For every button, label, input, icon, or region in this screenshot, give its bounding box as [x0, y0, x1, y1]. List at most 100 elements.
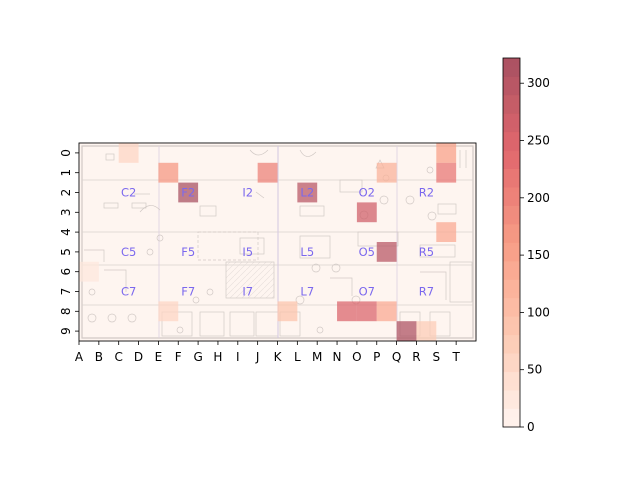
heatmap-cells [79, 143, 476, 341]
x-tick-label-R: R [412, 350, 420, 364]
colorbar-tick-label-250: 250 [527, 134, 550, 148]
x-tick-label-C: C [115, 350, 123, 364]
room-label-R5: R5 [419, 245, 434, 259]
y-tick-label-9: 9 [59, 327, 73, 335]
heatmap-cell-S4 [436, 222, 457, 242]
room-label-I7: I7 [242, 285, 253, 299]
x-tick-label-E: E [155, 350, 163, 364]
room-label-C7: C7 [121, 285, 136, 299]
colorbar-tick-label-150: 150 [527, 248, 550, 262]
heatmap-cell-P5 [376, 242, 397, 262]
colorbar-step [503, 242, 520, 262]
heatmap-cell-A6 [79, 261, 99, 282]
room-label-I2: I2 [242, 186, 253, 200]
room-label-F5: F5 [181, 245, 195, 259]
colorbar-step [503, 113, 520, 133]
colorbar-step [503, 168, 520, 188]
x-tick-label-D: D [134, 350, 143, 364]
room-label-L2: L2 [300, 186, 314, 200]
colorbar-step [503, 224, 520, 243]
room-label-O5: O5 [359, 245, 375, 259]
colorbar-step [503, 408, 520, 428]
heatmap-cell-O8 [356, 301, 377, 322]
colorbar: 0 50 100 150 200 250 300 [502, 57, 550, 434]
heatmap-cell-J1 [257, 162, 278, 183]
x-tick-label-O: O [352, 350, 361, 364]
room-label-F2: F2 [181, 186, 195, 200]
y-axis: 0 1 2 3 4 5 6 7 8 9 [59, 149, 79, 335]
x-tick-label-H: H [213, 350, 222, 364]
colorbar-tick-label-200: 200 [527, 191, 550, 205]
room-label-I5: I5 [242, 245, 253, 259]
x-tick-label-T: T [451, 350, 460, 364]
colorbar-tick-label-50: 50 [527, 363, 542, 377]
x-tick-label-Q: Q [392, 350, 401, 364]
y-tick-label-2: 2 [59, 189, 73, 197]
heatmap-cell-N8 [337, 301, 357, 322]
x-tick-label-J: J [255, 350, 260, 364]
room-label-F7: F7 [181, 285, 195, 299]
x-tick-label-P: P [373, 350, 380, 364]
y-tick-label-6: 6 [59, 268, 73, 276]
colorbar-step [503, 94, 520, 114]
x-tick-label-A: A [75, 350, 84, 364]
colorbar-step [503, 334, 520, 354]
room-label-R7: R7 [419, 285, 434, 299]
x-tick-label-L: L [294, 350, 301, 364]
y-tick-label-4: 4 [59, 228, 73, 236]
colorbar-step [503, 260, 520, 280]
colorbar-step [503, 187, 520, 206]
y-tick-label-0: 0 [59, 149, 73, 157]
heatmap-cell-E8 [158, 301, 179, 322]
room-labels: C2 F2 I2 L2 O2 R2 C5 F5 I5 L5 O5 R5 C7 F7 I7 L7 O7 R7 [121, 186, 434, 299]
y-tick-label-8: 8 [59, 307, 73, 315]
colorbar-step [503, 353, 520, 372]
y-tick-label-5: 5 [59, 248, 73, 256]
colorbar-step [503, 150, 520, 169]
x-tick-label-N: N [333, 350, 342, 364]
y-tick-label-1: 1 [59, 169, 73, 177]
heatmap-cell-K8 [277, 301, 298, 322]
colorbar-frame [502, 57, 521, 428]
y-tick-label-3: 3 [59, 208, 73, 216]
colorbar-tick-label-0: 0 [527, 420, 535, 434]
colorbar-step [503, 279, 520, 299]
room-label-L5: L5 [300, 245, 314, 259]
heatmap-cell-L2 [297, 182, 318, 203]
x-tick-label-B: B [95, 350, 103, 364]
room-label-O2: O2 [359, 186, 375, 200]
heatmap-cell-C0 [118, 143, 139, 163]
colorbar-step [503, 297, 520, 317]
heatmap-cell-P1 [376, 162, 397, 183]
heatmap-cell-Q9 [396, 321, 417, 341]
colorbar-step [503, 205, 520, 225]
y-tick-label-7: 7 [59, 288, 73, 296]
heatmap-cell-O3 [356, 202, 377, 223]
x-tick-label-I: I [236, 350, 240, 364]
colorbar-step [503, 131, 520, 151]
room-label-L7: L7 [300, 285, 314, 299]
room-label-C2: C2 [121, 186, 136, 200]
x-tick-label-S: S [432, 350, 440, 364]
heatmap-cell-E1 [158, 162, 179, 183]
heatmap-cell-S0 [436, 143, 457, 163]
room-label-R2: R2 [419, 186, 434, 200]
room-label-C5: C5 [121, 245, 136, 259]
heatmap-cell-F2 [178, 182, 199, 203]
heatmap-cell-R9 [416, 321, 437, 341]
colorbar-step [503, 58, 520, 77]
heatmap-cell-S1 [436, 162, 457, 183]
heatmap-cell-P8 [376, 301, 397, 322]
colorbar-step [503, 76, 520, 96]
room-label-O7: O7 [359, 285, 375, 299]
colorbar-tick-label-100: 100 [527, 305, 550, 319]
x-tick-label-K: K [274, 350, 283, 364]
x-tick-label-F: F [175, 350, 182, 364]
colorbar-step [503, 390, 520, 409]
colorbar-step [503, 371, 520, 391]
colorbar-tick-label-300: 300 [527, 76, 550, 90]
colorbar-step [503, 316, 520, 336]
x-tick-label-M: M [312, 350, 322, 364]
